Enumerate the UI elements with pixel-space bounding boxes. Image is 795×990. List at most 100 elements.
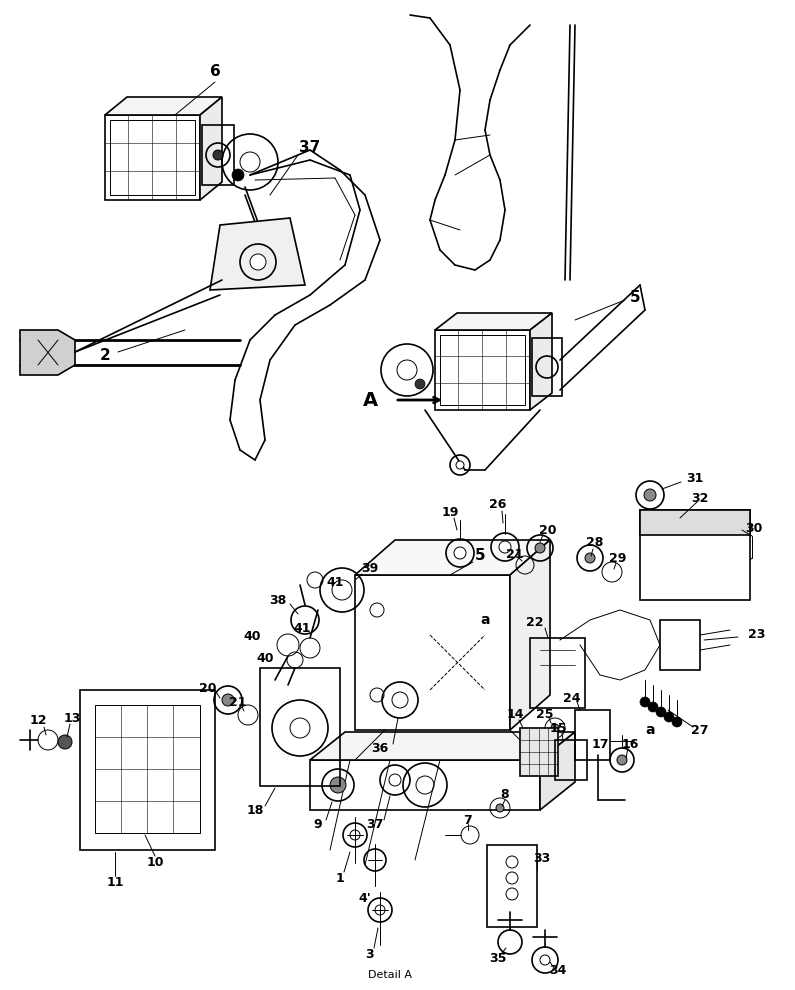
Circle shape [535,543,545,553]
Text: 4': 4' [359,892,371,905]
Circle shape [58,735,72,749]
Text: 39: 39 [362,561,378,574]
Circle shape [585,553,595,563]
Text: 28: 28 [586,537,603,549]
Text: 11: 11 [107,875,124,888]
Circle shape [499,541,511,553]
Text: 37: 37 [300,141,320,155]
Bar [110,120,195,195]
Text: 38: 38 [270,593,287,607]
Circle shape [240,152,260,172]
Circle shape [456,461,464,469]
Circle shape [250,254,266,270]
Bar [355,575,510,730]
Circle shape [330,777,346,793]
Circle shape [617,755,627,765]
Bar [260,668,340,786]
Polygon shape [510,540,550,730]
Bar [532,338,562,396]
Text: 5: 5 [475,547,485,562]
Polygon shape [200,97,222,200]
Text: 26: 26 [489,499,506,512]
Text: 2: 2 [99,347,111,362]
Bar [555,740,587,780]
Bar [105,115,200,200]
Bar [660,620,700,670]
Text: 3: 3 [366,948,374,961]
Text: A: A [363,390,378,410]
Text: 31: 31 [686,471,704,484]
Circle shape [389,774,401,786]
Polygon shape [210,218,305,290]
Circle shape [672,717,682,727]
Bar [575,710,610,760]
Bar [530,638,585,708]
Circle shape [415,379,425,389]
Text: Detail A: Detail A [368,970,412,980]
Bar [95,705,200,833]
Bar [80,690,215,850]
Text: 19: 19 [441,506,459,519]
Bar [440,335,525,405]
Text: 32: 32 [692,491,708,505]
Text: 18: 18 [246,804,264,817]
Bar [487,845,537,927]
Polygon shape [105,97,222,115]
Circle shape [551,724,559,732]
Polygon shape [530,313,552,410]
Text: 17: 17 [591,739,609,751]
Polygon shape [435,313,552,330]
Circle shape [397,360,417,380]
Circle shape [656,707,666,717]
Bar [202,125,234,185]
Text: a: a [480,613,490,627]
Circle shape [540,955,550,965]
Circle shape [496,804,504,812]
Bar [640,510,750,535]
Text: 35: 35 [489,951,506,964]
Text: 41: 41 [293,622,311,635]
Text: 7: 7 [463,814,472,827]
Circle shape [213,150,223,160]
Text: 41: 41 [326,576,343,589]
Text: 14: 14 [506,709,524,722]
Circle shape [644,489,656,501]
Circle shape [222,694,234,706]
Text: 25: 25 [537,709,554,722]
Polygon shape [355,540,550,575]
Text: 37: 37 [366,819,384,832]
Text: 30: 30 [745,522,762,535]
Circle shape [290,718,310,738]
Text: 23: 23 [748,629,766,642]
Text: 20: 20 [200,681,217,695]
Text: 6: 6 [210,64,220,79]
Text: 8: 8 [501,788,510,802]
Text: 10: 10 [146,855,164,868]
Text: 36: 36 [371,742,389,754]
Text: 40: 40 [243,631,261,644]
Text: 24: 24 [563,691,581,705]
Bar [310,760,540,810]
Text: 5: 5 [630,290,640,306]
Text: 1: 1 [335,871,344,884]
Text: 34: 34 [549,963,567,976]
Bar [520,728,558,776]
Polygon shape [310,732,575,760]
Circle shape [375,905,385,915]
Text: 16: 16 [622,739,638,751]
Circle shape [664,712,674,722]
Text: a: a [646,723,655,737]
Circle shape [232,169,244,181]
Text: 33: 33 [533,851,551,864]
Text: 40: 40 [256,651,273,664]
Circle shape [640,697,650,707]
Circle shape [392,692,408,708]
Text: 29: 29 [609,551,626,564]
Polygon shape [540,732,575,810]
Bar [640,510,750,600]
Circle shape [416,776,434,794]
Circle shape [648,702,658,712]
Text: 22: 22 [526,616,544,629]
Text: 15: 15 [549,722,567,735]
Text: 21: 21 [506,547,524,560]
